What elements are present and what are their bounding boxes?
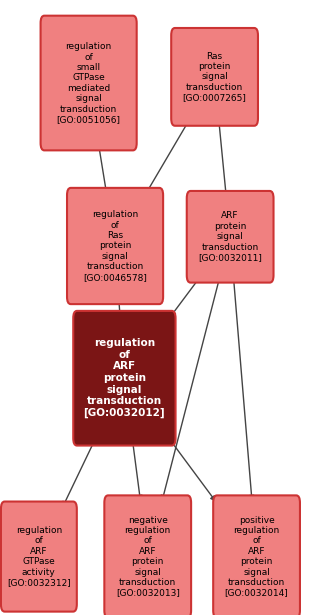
Text: regulation
of
ARF
protein
signal
transduction
[GO:0032012]: regulation of ARF protein signal transdu… (84, 338, 165, 418)
FancyBboxPatch shape (187, 191, 274, 283)
Text: regulation
of
ARF
GTPase
activity
[GO:0032312]: regulation of ARF GTPase activity [GO:00… (7, 526, 71, 587)
FancyBboxPatch shape (67, 188, 163, 304)
FancyBboxPatch shape (1, 502, 77, 611)
FancyBboxPatch shape (104, 496, 191, 615)
Text: negative
regulation
of
ARF
protein
signal
transduction
[GO:0032013]: negative regulation of ARF protein signa… (116, 515, 180, 598)
FancyBboxPatch shape (73, 311, 175, 445)
Text: ARF
protein
signal
transduction
[GO:0032011]: ARF protein signal transduction [GO:0032… (198, 212, 262, 262)
FancyBboxPatch shape (213, 496, 300, 615)
FancyBboxPatch shape (40, 15, 137, 151)
Text: regulation
of
Ras
protein
signal
transduction
[GO:0046578]: regulation of Ras protein signal transdu… (83, 210, 147, 282)
Text: Ras
protein
signal
transduction
[GO:0007265]: Ras protein signal transduction [GO:0007… (183, 52, 247, 102)
Text: positive
regulation
of
ARF
protein
signal
transduction
[GO:0032014]: positive regulation of ARF protein signa… (225, 515, 288, 598)
FancyBboxPatch shape (171, 28, 258, 126)
Text: regulation
of
small
GTPase
mediated
signal
transduction
[GO:0051056]: regulation of small GTPase mediated sign… (57, 42, 121, 124)
